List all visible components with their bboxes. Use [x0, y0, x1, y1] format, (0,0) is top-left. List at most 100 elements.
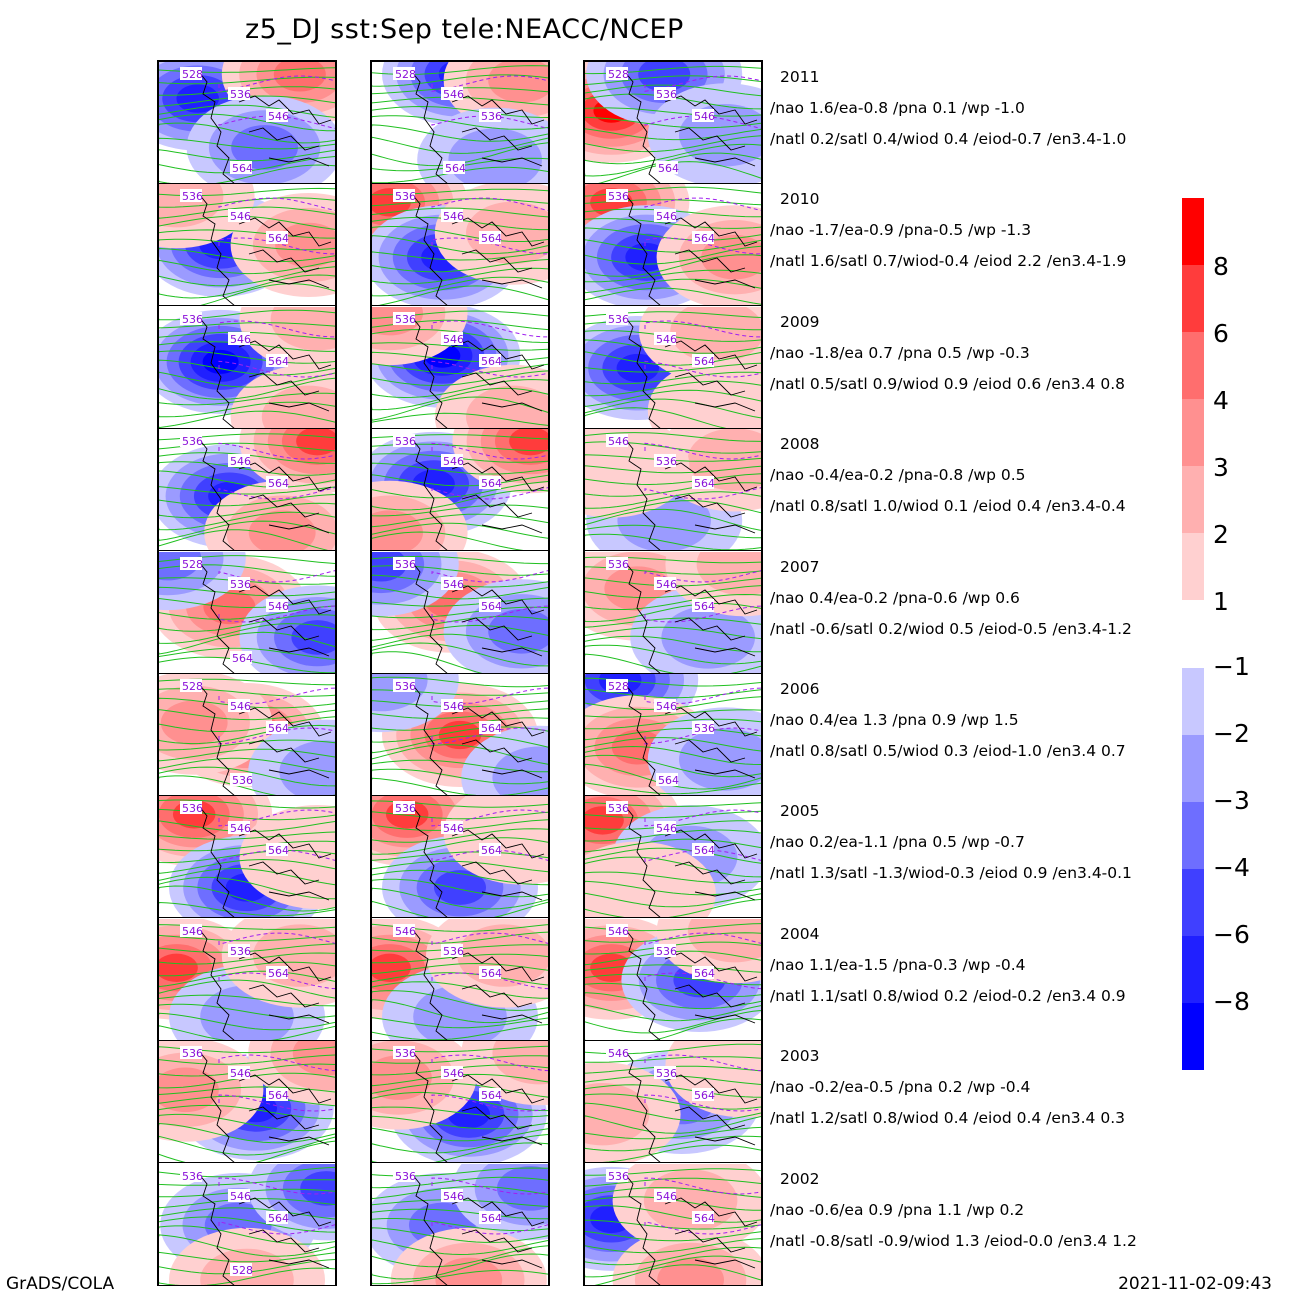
- anomaly-map: 536 546 564: [585, 1163, 761, 1285]
- height-contour: [159, 868, 335, 886]
- height-contour: [372, 370, 548, 386]
- colorbar-segment: [1182, 265, 1204, 332]
- year-info: 2009/nao -1.8/ea 0.7 /pna 0.5 /wp -0.3/n…: [770, 307, 1190, 400]
- map-panel-2008-2: 536 546 564: [372, 429, 548, 552]
- colorbar-segment: [1182, 466, 1204, 533]
- height-contour: [372, 726, 548, 743]
- coastline: [198, 316, 332, 428]
- colorbar-label: −6: [1213, 920, 1250, 949]
- svg-text:546: 546: [443, 333, 464, 346]
- dashed-contour: [431, 487, 548, 500]
- coastline: [198, 1050, 332, 1163]
- anomaly-map: 536 546 564: [372, 429, 548, 551]
- coastline: [624, 561, 758, 673]
- anomaly-map: 536 546 564: [372, 184, 548, 306]
- height-contour: [159, 831, 335, 841]
- height-contour: [372, 1134, 548, 1154]
- contour-label: 546: [606, 923, 629, 938]
- year-info: 2010/nao -1.7/ea-0.9 /pna-0.5 /wp -1.3/n…: [770, 184, 1190, 277]
- map-panel-2009-3: 536 546 564: [585, 306, 761, 429]
- contour-label: 536: [393, 801, 416, 815]
- map-panel-2004-1: 546 536 564: [159, 918, 335, 1041]
- anomaly-map: 528 536 546 564: [159, 62, 335, 183]
- contour-label: 536: [180, 801, 203, 815]
- anomaly-shade: [585, 842, 716, 918]
- height-contour: [372, 676, 548, 688]
- contour-label: 546: [654, 1188, 677, 1203]
- contour-label: 546: [228, 821, 251, 835]
- contour-label: 536: [606, 556, 629, 571]
- height-contour: [159, 709, 335, 721]
- anomaly-shade: [492, 1041, 548, 1085]
- contour-label: 536: [228, 87, 251, 101]
- index-line-1: /nao 1.1/ea-1.5 /pna-0.3 /wp -0.4: [770, 955, 1026, 974]
- height-contour: [372, 1176, 548, 1188]
- contour-label: 564: [692, 476, 715, 490]
- svg-text:536: 536: [608, 1170, 629, 1183]
- svg-text:546: 546: [230, 333, 251, 346]
- svg-text:564: 564: [232, 652, 253, 665]
- svg-text:536: 536: [443, 945, 464, 958]
- height-contour: [372, 328, 548, 343]
- dashed-contour: [644, 442, 761, 460]
- height-contour: [372, 513, 548, 528]
- height-contour: [585, 626, 761, 639]
- height-contour: [585, 1017, 761, 1040]
- height-contour: [372, 124, 548, 142]
- height-contour: [585, 1230, 761, 1241]
- year-info: 2008/nao -0.4/ea-0.2 /pna-0.8 /wp 0.5/na…: [770, 429, 1190, 522]
- coastline: [624, 1173, 758, 1285]
- svg-text:564: 564: [268, 477, 289, 490]
- contour-label: 546: [654, 576, 677, 591]
- height-contour: [585, 593, 761, 610]
- height-contour: [585, 1084, 761, 1098]
- contour-label: 528: [606, 67, 629, 81]
- contour-label: 536: [654, 943, 677, 958]
- colorbar-label: −2: [1213, 719, 1250, 748]
- colorbar-segment: [1182, 869, 1204, 936]
- dashed-contour: [431, 972, 548, 989]
- contour-label: 536: [606, 801, 629, 815]
- height-contour: [159, 76, 335, 85]
- contour-label: 536: [228, 576, 251, 591]
- svg-text:564: 564: [481, 600, 502, 613]
- colorbar-segment: [1182, 936, 1204, 1003]
- colorbar-segment: [1182, 802, 1204, 869]
- anomaly-map: 528 536 546 564: [585, 62, 761, 183]
- svg-text:536: 536: [230, 578, 251, 591]
- index-line-1: /nao 0.2/ea-1.1 /pna 0.5 /wp -0.7: [770, 833, 1025, 852]
- height-contour: [372, 387, 548, 410]
- contour-label: 536: [692, 721, 715, 735]
- anomaly-shade: [372, 510, 424, 551]
- height-contour: [585, 406, 727, 428]
- height-contour: [159, 716, 335, 732]
- contour-label: 536: [393, 1046, 416, 1060]
- anomaly-shade: [488, 62, 548, 103]
- map-panel-2011-1: 528 536 546 564: [159, 62, 335, 184]
- svg-text:536: 536: [395, 313, 416, 326]
- contour-label: 564: [692, 598, 715, 613]
- dashed-contour: [431, 569, 548, 583]
- dashed-contour: [431, 1094, 548, 1112]
- height-contour: [585, 473, 761, 486]
- height-contour: [585, 745, 761, 765]
- index-line-2: /natl 1.3/satl -1.3/wiod-0.3 /eiod 0.9 /…: [770, 864, 1132, 883]
- anomaly-map: 536 546 564: [372, 1041, 548, 1163]
- anomaly-map: 528 546 536 564: [585, 674, 761, 795]
- coastline: [624, 438, 758, 551]
- contour-label: 546: [441, 821, 464, 835]
- height-contour: [372, 744, 548, 765]
- height-contour: [372, 768, 548, 785]
- height-contour: [372, 115, 548, 130]
- svg-text:546: 546: [656, 822, 677, 835]
- height-contour: [159, 877, 335, 900]
- height-contour: [159, 321, 335, 329]
- svg-text:564: 564: [481, 232, 502, 245]
- svg-text:536: 536: [182, 1170, 203, 1183]
- map-panel-2009-2: 536 546 564: [372, 306, 548, 429]
- map-panel-2008-3: 546 536 564: [585, 429, 761, 552]
- dashed-contour: [431, 442, 548, 460]
- svg-text:564: 564: [694, 844, 715, 857]
- svg-text:536: 536: [182, 802, 203, 815]
- height-contour: [372, 351, 548, 363]
